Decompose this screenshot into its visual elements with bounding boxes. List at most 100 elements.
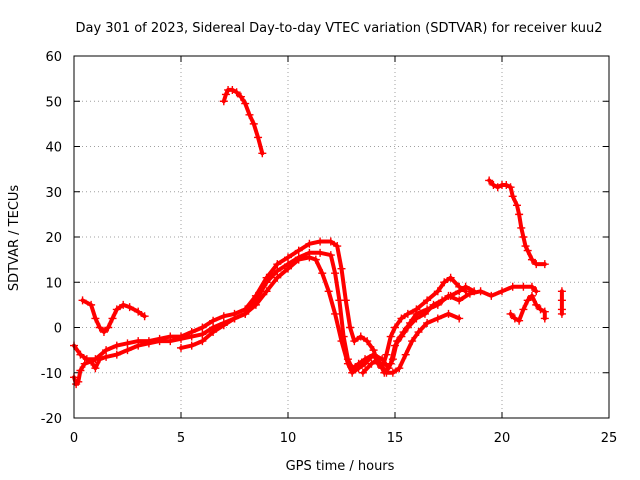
data-point (386, 359, 395, 368)
data-point (557, 309, 566, 318)
data-point (311, 255, 320, 264)
data-point (391, 341, 399, 350)
data-point (251, 291, 260, 300)
series-trace-8 (506, 291, 549, 325)
series-trace-2 (70, 237, 470, 373)
series-trace-5 (358, 282, 479, 377)
data-point (470, 287, 479, 296)
data-point (112, 350, 121, 359)
data-point (284, 253, 292, 262)
data-point (273, 260, 282, 269)
data-point (166, 332, 175, 341)
data-point (324, 287, 333, 296)
data-point (423, 296, 432, 305)
data-point (228, 85, 237, 94)
data-point (433, 287, 442, 296)
data-point (82, 355, 91, 364)
data-point (333, 242, 342, 251)
data-point (532, 300, 541, 309)
data-point (540, 314, 549, 323)
plot-area (70, 85, 566, 389)
data-point (112, 305, 121, 314)
data-point (508, 192, 517, 201)
grid (74, 56, 609, 418)
y-tick-label: 60 (45, 50, 62, 65)
data-point (254, 133, 263, 142)
data-point (532, 260, 541, 269)
y-tick-label: -20 (41, 412, 62, 427)
data-point (245, 110, 254, 119)
data-point (403, 323, 412, 332)
data-point (284, 264, 292, 273)
data-point (102, 346, 111, 355)
data-point (209, 316, 218, 325)
data-point (506, 309, 515, 318)
data-point (446, 291, 455, 300)
data-point (532, 287, 541, 296)
data-point (123, 346, 132, 355)
data-point (412, 314, 421, 323)
y-tick-label: 30 (45, 186, 62, 201)
data-point (397, 314, 406, 323)
data-point (76, 350, 85, 359)
data-point (527, 282, 536, 291)
data-point (177, 332, 185, 341)
data-point (305, 253, 314, 262)
data-point (557, 287, 566, 296)
x-tick-label: 5 (177, 431, 185, 446)
data-point (515, 210, 524, 219)
x-tick-label: 10 (280, 431, 297, 446)
data-point (187, 341, 196, 350)
data-point (198, 337, 207, 346)
data-point (446, 273, 455, 282)
series-line (360, 284, 477, 375)
data-point (440, 278, 449, 287)
y-tick-label: 20 (45, 231, 62, 246)
data-point (326, 251, 335, 260)
y-tick-label: 0 (54, 322, 62, 337)
data-point (326, 237, 335, 246)
data-point (99, 328, 108, 337)
data-point (429, 300, 438, 309)
data-point (519, 282, 528, 291)
data-point (236, 92, 245, 101)
data-point (536, 305, 545, 314)
data-point (455, 287, 464, 296)
data-point (455, 314, 464, 323)
data-point (412, 305, 421, 314)
x-tick-label: 15 (387, 431, 404, 446)
data-point (316, 248, 325, 257)
data-point (241, 99, 250, 108)
data-point (221, 90, 230, 99)
data-point (433, 314, 442, 323)
data-point (74, 377, 83, 386)
data-point (380, 368, 389, 377)
data-point (395, 364, 404, 373)
data-point (87, 300, 96, 309)
data-point (108, 314, 117, 323)
data-point (125, 303, 134, 312)
data-point (354, 364, 363, 373)
data-point (230, 314, 239, 323)
data-point (423, 318, 432, 327)
series-line (508, 293, 547, 323)
series-line (487, 178, 547, 267)
data-point (187, 328, 196, 337)
data-point (305, 239, 314, 248)
data-point (363, 337, 372, 346)
data-point (294, 246, 303, 255)
y-tick-label: -10 (41, 367, 62, 382)
data-point (367, 359, 376, 368)
data-point (346, 323, 355, 332)
data-point (318, 269, 327, 278)
data-point (91, 355, 100, 364)
data-point (369, 350, 378, 359)
data-point (438, 296, 447, 305)
data-point (232, 88, 241, 97)
data-point (198, 323, 207, 332)
data-point (350, 337, 359, 346)
data-point (91, 314, 100, 323)
data-point (397, 332, 406, 341)
data-point (76, 366, 85, 375)
